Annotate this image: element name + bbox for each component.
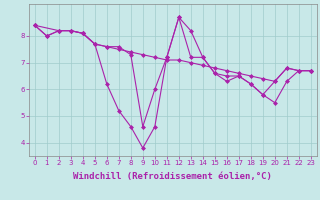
X-axis label: Windchill (Refroidissement éolien,°C): Windchill (Refroidissement éolien,°C) [73, 172, 272, 181]
